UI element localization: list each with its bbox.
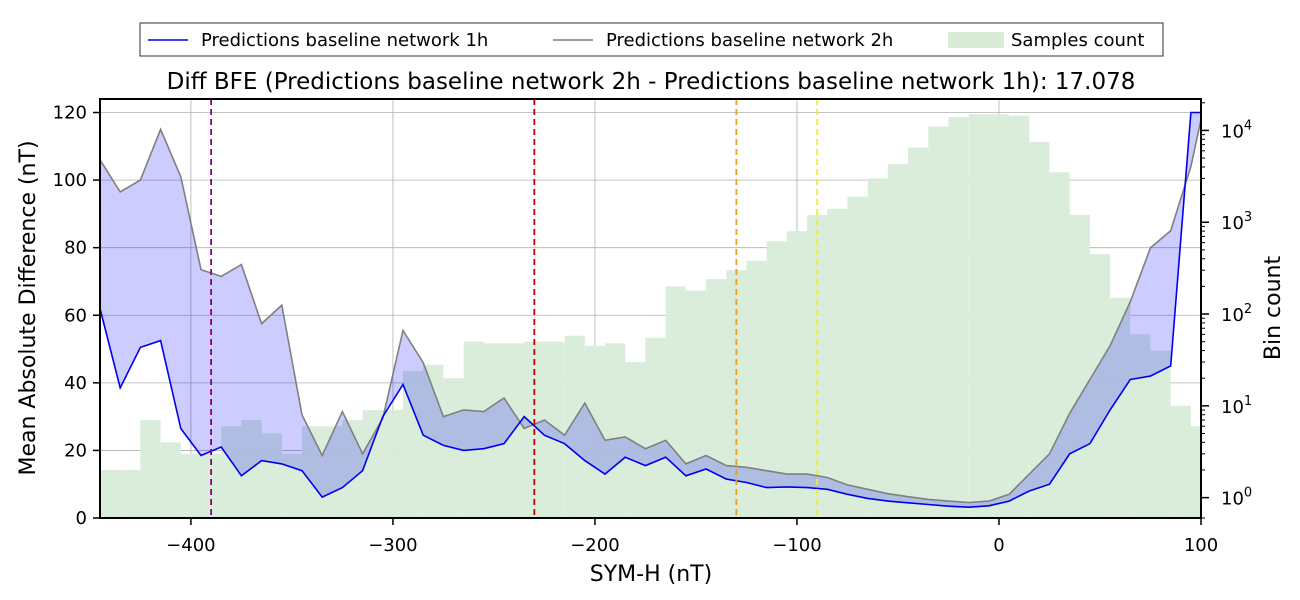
histogram-bar (160, 442, 181, 518)
x-tick-label: 0 (993, 535, 1004, 556)
histogram-bar (362, 410, 383, 518)
y-tick-label: 80 (64, 238, 87, 259)
legend: Predictions baseline network 1h Predicti… (139, 22, 1164, 57)
histogram-bar (483, 343, 505, 518)
y2-tick-label: 103 (1221, 210, 1252, 234)
x-tick-label: −400 (166, 535, 215, 556)
histogram-bar (746, 260, 767, 518)
histogram-bar (564, 335, 585, 518)
x-axis-label: SYM-H (nT) (590, 562, 712, 587)
histogram-bar (1069, 214, 1090, 519)
histogram-bar (281, 453, 303, 518)
histogram-bar (968, 114, 989, 518)
histogram-bar (645, 337, 666, 518)
legend-swatch-histogram (948, 32, 1004, 48)
y-tick-label: 0 (76, 508, 87, 529)
plot-frame (99, 98, 1202, 519)
legend-label-series-1: Predictions baseline network 1h (201, 30, 488, 51)
series-lines (99, 111, 1202, 509)
series-line-2 (99, 119, 1202, 504)
histogram-bar (786, 231, 808, 518)
y-tick-label: 40 (64, 373, 87, 394)
histogram-bar (1029, 141, 1050, 519)
y-tick-label: 120 (53, 103, 87, 124)
histogram-bar (685, 290, 707, 518)
x-tick-label: −300 (368, 535, 417, 556)
x-tick-label: −200 (570, 535, 619, 556)
histogram-bar (584, 345, 606, 518)
histogram-bar (120, 469, 141, 518)
histogram-bar (100, 469, 121, 518)
histogram-bar (463, 341, 484, 518)
y2-axis-ticks: 100 101 102 103 104 (1201, 102, 1252, 519)
histogram-bar (928, 126, 949, 518)
x-axis-ticks: −400 −300 −200 −100 0 100 (166, 518, 1218, 556)
series-line-1 (99, 111, 1201, 509)
histogram-bar (1130, 334, 1151, 518)
legend-label-histogram: Samples count (1011, 30, 1144, 51)
histogram-bar (180, 453, 202, 518)
y-tick-label: 100 (53, 170, 87, 191)
histogram-bar (261, 433, 282, 518)
histogram-bar (1150, 350, 1171, 518)
legend-label-series-2: Predictions baseline network 2h (606, 30, 893, 51)
histogram-bar (988, 114, 1010, 518)
y-axis-ticks: 0 20 40 60 80 100 120 (53, 103, 100, 529)
histogram-bar (807, 214, 828, 519)
chart-title: Diff BFE (Predictions baseline network 2… (167, 69, 1136, 95)
histogram-bar (665, 286, 686, 518)
histogram-bar (1110, 297, 1131, 518)
y-tick-label: 60 (64, 305, 87, 326)
histogram-bar (403, 370, 424, 518)
histogram-bar (221, 426, 242, 518)
histogram-bar (908, 147, 929, 518)
y-tick-label: 20 (64, 440, 87, 461)
histogram-bar (382, 410, 404, 518)
y2-tick-label: 104 (1221, 118, 1252, 142)
histogram-bar (887, 164, 909, 519)
histogram-bar (827, 208, 848, 518)
histogram-bar (1009, 115, 1030, 518)
histogram-bar (625, 362, 646, 518)
histogram-bar (1049, 172, 1070, 518)
y2-tick-label: 102 (1221, 302, 1252, 326)
histogram-bar (706, 279, 727, 518)
histogram-bar (766, 241, 787, 519)
y2-axis-label: Bin count (1261, 256, 1286, 361)
histogram-bar (605, 343, 626, 518)
histogram-bar (1170, 405, 1191, 518)
histogram-bar (544, 341, 565, 518)
histogram-bar (948, 117, 969, 519)
histogram-bar (302, 426, 323, 518)
x-tick-label: −100 (772, 535, 821, 556)
histogram-bar (201, 453, 222, 518)
histogram-bar (140, 420, 161, 518)
y-axis-label: Mean Absolute Difference (nT) (16, 140, 41, 475)
histogram-bar (1089, 254, 1111, 518)
histogram-bar (847, 196, 868, 519)
x-tick-label: 100 (1184, 535, 1218, 556)
histogram-bar (1190, 426, 1201, 518)
y2-tick-label: 100 (1221, 486, 1252, 510)
y2-tick-label: 101 (1221, 394, 1252, 418)
histogram-bar (867, 178, 888, 519)
